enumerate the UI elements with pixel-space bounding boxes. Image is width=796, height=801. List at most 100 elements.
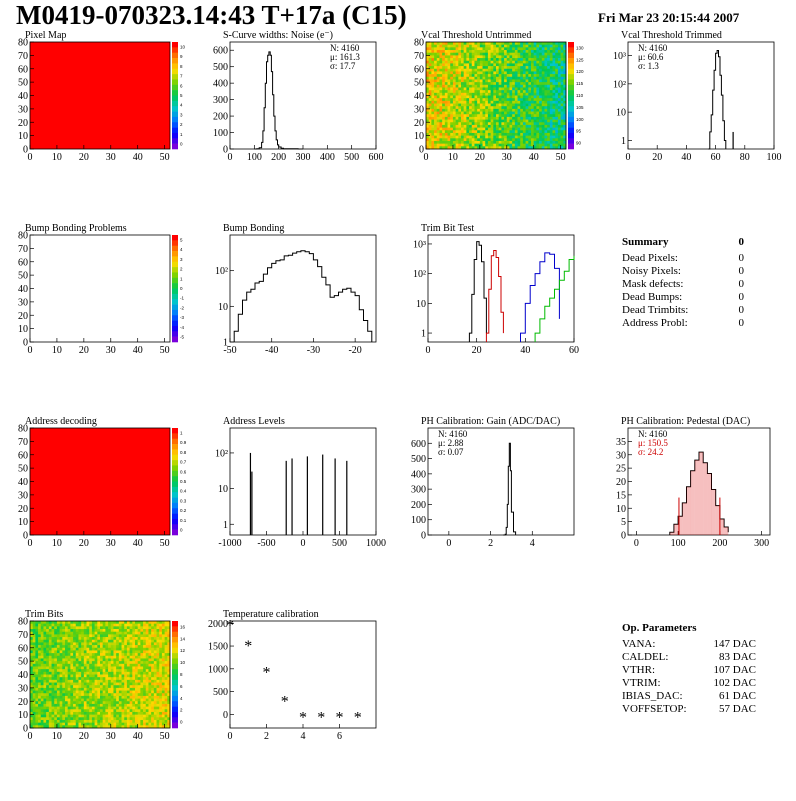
heatmap-cell — [140, 703, 144, 707]
heatmap-cell — [528, 127, 532, 131]
heatmap-cell — [83, 687, 87, 691]
heatmap-cell — [75, 623, 79, 627]
heatmap-cell — [137, 669, 141, 673]
heatmap-cell — [463, 87, 467, 91]
heatmap-cell — [447, 127, 451, 131]
heatmap-cell — [121, 714, 125, 718]
heatmap-cell — [83, 695, 87, 699]
fill-bin — [711, 489, 716, 535]
summary-label: Dead Bumps: — [622, 291, 683, 303]
heatmap-cell — [544, 122, 548, 126]
heatmap-cell — [469, 52, 473, 56]
heatmap-cell — [463, 50, 467, 54]
heatmap-cell — [91, 719, 95, 723]
heatmap-cell — [439, 79, 443, 83]
heatmap-cell — [552, 116, 556, 120]
heatmap-cell — [539, 71, 543, 75]
heatmap-cell — [94, 725, 98, 729]
heatmap-cell — [81, 658, 85, 662]
heatmap-cell — [552, 130, 556, 134]
heatmap-cell — [62, 658, 66, 662]
heatmap-cell — [62, 690, 66, 694]
heatmap-cell — [463, 90, 467, 94]
colorbar-step — [172, 47, 178, 53]
noise-panel: S-Curve widths: Noise (e⁻) 0 100 200 300 400… — [213, 30, 418, 222]
heatmap-cell — [81, 703, 85, 707]
heatmap-cell — [30, 725, 34, 729]
heatmap-cell — [67, 637, 71, 641]
y-tick-label: 30 — [18, 104, 28, 115]
heatmap-cell — [474, 92, 478, 96]
heatmap-cell — [506, 44, 510, 48]
heatmap-cell — [455, 52, 459, 56]
heatmap-cell — [496, 79, 500, 83]
heatmap-cell — [434, 140, 438, 144]
heatmap-cell — [70, 637, 74, 641]
heatmap-cell — [110, 647, 114, 651]
heatmap-cell — [428, 60, 432, 64]
heatmap-cell — [487, 98, 491, 102]
heatmap-cell — [151, 698, 155, 702]
heatmap-cell — [436, 74, 440, 78]
heatmap-cell — [509, 60, 513, 64]
heatmap-cell — [482, 47, 486, 51]
heatmap-cell — [522, 146, 526, 150]
heatmap-cell — [444, 52, 448, 56]
heatmap-cell — [126, 621, 130, 625]
heatmap-cell — [501, 95, 505, 99]
heatmap-cell — [563, 132, 567, 136]
heatmap-cell — [426, 114, 430, 118]
heatmap-cell — [161, 677, 165, 681]
heatmap-cell — [73, 626, 77, 630]
heatmap-cell — [35, 677, 39, 681]
heatmap-cell — [504, 130, 508, 134]
heatmap-cell — [447, 124, 451, 128]
heatmap-cell — [40, 693, 44, 697]
heatmap-cell — [91, 634, 95, 638]
heatmap-cell — [522, 130, 526, 134]
heatmap-cell — [32, 629, 36, 633]
heatmap-cell — [434, 68, 438, 72]
heatmap-cell — [35, 637, 39, 641]
heatmap-cell — [97, 666, 101, 670]
heatmap-cell — [51, 725, 55, 729]
heatmap-cell — [493, 95, 497, 99]
heatmap-cell — [482, 63, 486, 67]
heatmap-cell — [48, 666, 52, 670]
heatmap-cell — [428, 47, 432, 51]
colorbar-tick-label: 95 — [576, 129, 582, 134]
heatmap-cell — [129, 693, 133, 697]
heatmap-cell — [43, 709, 47, 713]
heatmap-cell — [38, 661, 42, 665]
x-tick-label: 500 — [332, 538, 347, 549]
heatmap-cell — [153, 671, 157, 675]
y-tick-label: 200 — [411, 500, 426, 511]
heatmap-cell — [469, 79, 473, 83]
heatmap-cell — [447, 92, 451, 96]
heatmap-cell — [474, 130, 478, 134]
y-tick-label: 25 — [616, 464, 626, 475]
heatmap-cell — [94, 706, 98, 710]
heatmap-cell — [62, 653, 66, 657]
y-tick-label: 40 — [18, 477, 28, 488]
heatmap-cell — [73, 722, 77, 726]
heatmap-cell — [161, 653, 165, 657]
heatmap-cell — [544, 114, 548, 118]
heatmap-cell — [91, 629, 95, 633]
heatmap-cell — [469, 124, 473, 128]
y-tick-label: 10 — [18, 131, 28, 142]
heatmap-cell — [137, 653, 141, 657]
heatmap-cell — [40, 631, 44, 635]
fill-bin — [682, 502, 687, 535]
heatmap-cell — [442, 44, 446, 48]
heatmap-cell — [541, 58, 545, 62]
heatmap-cell — [482, 90, 486, 94]
heatmap-cell — [73, 639, 77, 643]
heatmap-cell — [129, 682, 133, 686]
heatmap-cell — [436, 127, 440, 131]
heatmap-cell — [426, 74, 430, 78]
heatmap-cell — [525, 114, 529, 118]
chart-title: Trim Bits — [25, 609, 64, 620]
heatmap-cell — [563, 55, 567, 59]
heatmap-cell — [520, 44, 524, 48]
